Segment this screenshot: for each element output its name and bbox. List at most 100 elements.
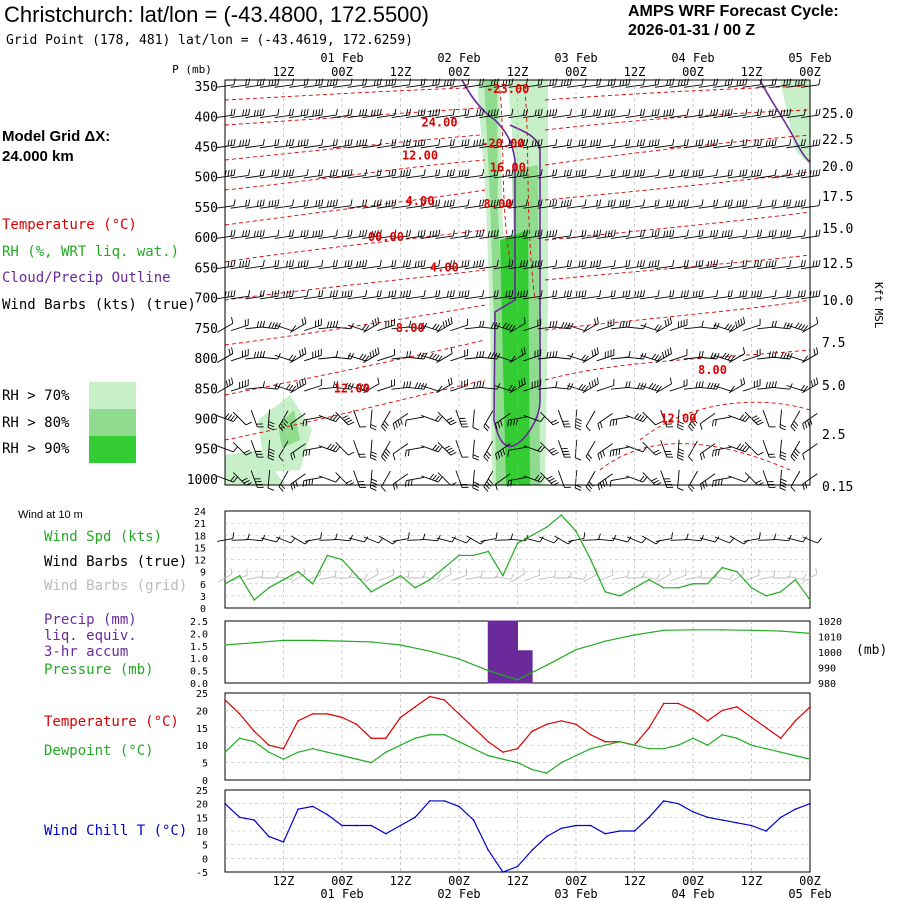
wind-barb — [727, 290, 748, 300]
wind-barb — [552, 321, 574, 330]
wind-barb — [289, 169, 309, 179]
wind-barb — [289, 290, 309, 300]
wind-barb — [391, 259, 412, 270]
wind-barb — [421, 323, 443, 332]
surface-wind-barb — [319, 533, 338, 541]
dewpoint-line-point — [443, 733, 446, 736]
surface-wind-barb — [378, 535, 398, 545]
wind-barb — [494, 354, 516, 362]
wind-barb — [597, 412, 613, 430]
isotherm-17 — [544, 349, 811, 381]
wind-barb — [610, 259, 631, 270]
wind-barb — [363, 377, 380, 394]
surface-wind-barb — [743, 532, 761, 542]
wind-barb — [625, 445, 648, 453]
wind-barb — [757, 108, 777, 118]
wind-barb — [479, 199, 499, 209]
isotherm-label: 12.00 — [660, 412, 696, 426]
wind-barb — [377, 379, 395, 392]
wind-barb — [567, 108, 587, 118]
wind-barb — [625, 290, 646, 300]
isotherm-14 — [544, 211, 811, 241]
wind-barb — [567, 138, 587, 149]
cloud-outline — [461, 79, 541, 447]
wind-barb — [757, 169, 777, 179]
pressure-line-point — [341, 640, 343, 642]
wind-barb — [450, 169, 470, 179]
legend-precip-liq: liq. equiv. — [44, 628, 137, 644]
bottom-time-tick: 00Z — [682, 874, 704, 888]
dewpoint-line-point — [502, 758, 504, 760]
wind-barb — [363, 317, 380, 333]
isotherm-0 — [224, 87, 471, 101]
wind-barb — [771, 290, 792, 300]
temperature-tick: 25 — [196, 689, 208, 700]
dewpoint-line-point — [428, 733, 431, 736]
wind-barb — [421, 385, 443, 392]
surface-wind-barb — [684, 534, 704, 542]
wind-barb — [303, 138, 324, 149]
wind-speed-tick: 12 — [194, 556, 206, 567]
wind-speed-line-point — [765, 595, 767, 597]
wind-barb — [771, 383, 793, 390]
pressure-line-point — [458, 658, 460, 660]
wind-speed-line-point — [311, 582, 314, 585]
legend-rh: RH (%, WRT liq. wat.) — [2, 244, 180, 260]
wind-barb — [790, 470, 801, 492]
grid-wind-barb — [758, 570, 776, 580]
wind-speed-tick: 15 — [194, 543, 206, 554]
wind-barb — [625, 475, 648, 483]
bottom-time-tick: 12Z — [741, 874, 763, 888]
rh-shade-5 — [484, 80, 506, 485]
wind-barb — [290, 377, 307, 394]
wind-barb — [363, 347, 380, 363]
wind-barb — [581, 290, 602, 300]
wind-barb — [699, 473, 716, 491]
wind-barb — [421, 473, 443, 483]
grid-wind-barb — [231, 568, 248, 582]
wind-barb — [230, 229, 251, 239]
dewpoint-line-point — [575, 754, 577, 757]
dewpoint-line-point — [224, 751, 226, 753]
pressure-line-point — [633, 634, 636, 636]
grid-wind-barb — [437, 567, 452, 583]
wind-barb — [274, 199, 295, 209]
wind-barb — [654, 229, 675, 239]
wind-barb — [274, 169, 295, 179]
wind-barb — [377, 348, 395, 362]
pressure-tick-label: 600 — [195, 231, 218, 246]
wind-barb — [742, 259, 763, 270]
surface-wind-barb — [333, 534, 353, 542]
wind-barb — [245, 290, 265, 300]
wind-chill-line-point — [765, 830, 767, 832]
wind-barb — [347, 138, 368, 149]
wind-barb — [380, 470, 391, 492]
wind-barb — [757, 229, 777, 239]
temperature-line-point — [487, 740, 490, 743]
wind-barb — [479, 259, 499, 270]
wind-barb — [493, 169, 514, 179]
wind-barb — [786, 259, 806, 270]
temperature-line-point — [750, 716, 753, 719]
pressure-tick-label: 550 — [195, 201, 218, 216]
wind-barb — [552, 138, 572, 149]
wind-speed-tick: 6 — [200, 580, 206, 591]
precip-tick: 1.5 — [190, 642, 208, 653]
wind-speed-line-point — [282, 578, 285, 581]
wind-barb — [582, 377, 599, 394]
wind-barb — [698, 382, 720, 390]
wind-barb — [347, 169, 368, 179]
wind-barb — [540, 472, 559, 486]
wind-speed-line-point — [604, 591, 607, 593]
wind-barb — [362, 199, 382, 209]
wind-barb — [654, 108, 675, 118]
wind-barb — [660, 409, 674, 428]
wind-barb — [318, 259, 338, 270]
wind-barb — [669, 169, 689, 179]
wind-barb — [304, 348, 322, 362]
isotherm-label: -23.00 — [486, 82, 529, 96]
wind-barb — [625, 352, 647, 360]
wind-barb — [523, 229, 543, 239]
wind-barb — [353, 409, 367, 428]
wind-barb — [640, 324, 662, 332]
